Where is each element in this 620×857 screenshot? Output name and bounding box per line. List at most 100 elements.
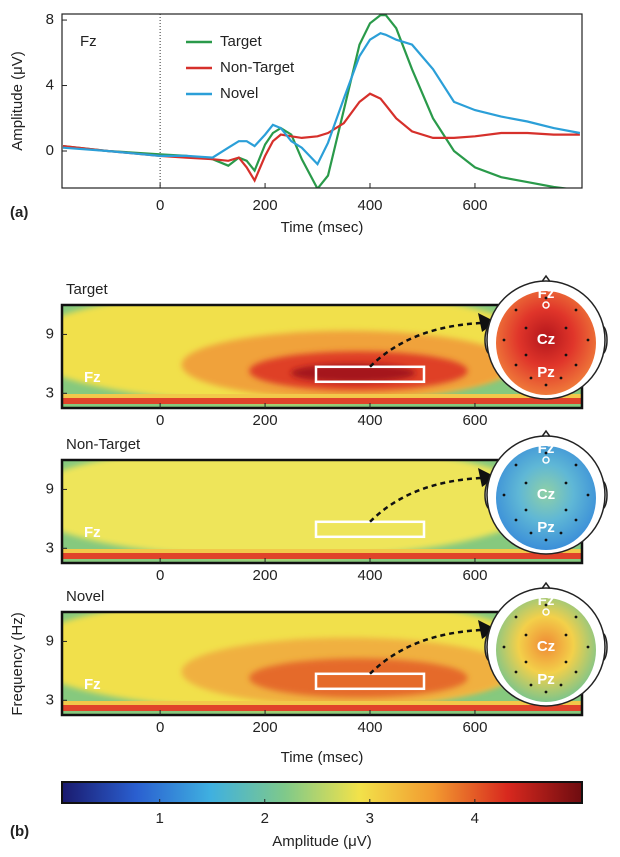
electrode-label: Pz — [537, 519, 555, 536]
x-axis-label: Time (msec) — [281, 749, 364, 766]
electrode — [529, 376, 533, 380]
electrode — [514, 670, 518, 674]
y-tick-label: 4 — [46, 77, 54, 94]
x-tick-label: 0 — [156, 197, 164, 214]
x-tick-label: 200 — [253, 412, 278, 429]
electrode — [564, 508, 568, 512]
plot-frame — [61, 13, 583, 189]
electrode-label: Cz — [537, 331, 555, 348]
panel-label: (b) — [10, 823, 29, 840]
electrode — [544, 383, 548, 387]
x-tick-label: 400 — [357, 719, 382, 736]
colorbar-tick-label: 4 — [471, 810, 479, 827]
annotation: Fz — [84, 369, 101, 386]
electrode — [544, 690, 548, 694]
electrode — [564, 633, 568, 637]
topo-map — [496, 598, 596, 702]
series-line — [62, 92, 580, 183]
electrode — [514, 615, 518, 619]
arrow — [369, 476, 483, 523]
electrode — [514, 463, 518, 467]
electrode — [544, 296, 548, 300]
electrode-label: Cz — [537, 486, 555, 503]
electrode — [524, 353, 528, 357]
electrode — [524, 481, 528, 485]
electrode — [574, 670, 578, 674]
electrode — [574, 615, 578, 619]
electrode — [524, 633, 528, 637]
colorbar-label: Amplitude (μV) — [272, 833, 372, 850]
electrode-label: Fz — [538, 592, 555, 609]
colorbar-tick-label: 1 — [156, 810, 164, 827]
electrode — [514, 308, 518, 312]
x-tick-label: 600 — [462, 567, 487, 584]
electrode — [574, 463, 578, 467]
y-tick-label: 3 — [46, 539, 54, 556]
heatmap-edge — [62, 549, 582, 554]
electrode-marker — [542, 456, 550, 464]
y-tick-label: 3 — [46, 384, 54, 401]
y-axis-label: Frequency (Hz) — [9, 612, 26, 715]
heatmap-edge — [62, 398, 582, 404]
plot-area — [62, 14, 582, 188]
x-tick-label: 200 — [253, 197, 278, 214]
electrode — [586, 338, 590, 342]
electrode-marker — [542, 608, 550, 616]
y-tick-label: 3 — [46, 691, 54, 708]
electrode — [559, 376, 563, 380]
heatmap-edge — [62, 701, 582, 706]
x-tick-label: 400 — [357, 567, 382, 584]
colorbar-tick-label: 2 — [261, 810, 269, 827]
heatmap-level — [249, 658, 468, 698]
electrode — [502, 338, 506, 342]
panel-title: Non-Target — [66, 436, 141, 453]
x-tick-label: 400 — [357, 412, 382, 429]
electrode — [529, 531, 533, 535]
electrode — [544, 451, 548, 455]
electrode — [574, 363, 578, 367]
electrode — [502, 493, 506, 497]
topo-map — [496, 446, 596, 550]
electrode — [574, 518, 578, 522]
electrode-label: Pz — [537, 364, 555, 381]
arrow-head — [478, 313, 496, 332]
legend-label: Target — [220, 33, 263, 50]
electrode — [524, 660, 528, 664]
electrode — [544, 538, 548, 542]
electrode — [564, 481, 568, 485]
electrode — [586, 493, 590, 497]
colorbar — [61, 781, 583, 804]
electrode — [559, 683, 563, 687]
electrode-label: Fz — [538, 440, 555, 457]
x-tick-label: 600 — [462, 197, 487, 214]
series-line — [62, 14, 571, 188]
electrode — [564, 353, 568, 357]
electrode — [574, 308, 578, 312]
panel-label: (a) — [10, 204, 28, 221]
y-tick-label: 8 — [46, 11, 54, 28]
electrode — [524, 508, 528, 512]
heatmap-edge — [62, 705, 582, 711]
x-tick-label: 600 — [462, 719, 487, 736]
x-tick-label: 0 — [156, 719, 164, 736]
heatmap-level — [62, 460, 541, 558]
y-axis-label: Amplitude (μV) — [9, 51, 26, 151]
electrode — [586, 645, 590, 649]
y-tick-label: 9 — [46, 632, 54, 649]
colorbar-tick-label: 3 — [366, 810, 374, 827]
electrode — [514, 363, 518, 367]
heatmap — [62, 612, 582, 715]
annotation: Fz — [80, 33, 97, 50]
electrode — [524, 326, 528, 330]
panel-title: Novel — [66, 588, 104, 605]
electrode — [564, 326, 568, 330]
electrode — [544, 603, 548, 607]
x-tick-label: 600 — [462, 412, 487, 429]
electrode — [502, 645, 506, 649]
electrode-label: Pz — [537, 671, 555, 688]
x-tick-label: 200 — [253, 719, 278, 736]
annotation: Fz — [84, 676, 101, 693]
x-tick-label: 0 — [156, 567, 164, 584]
series-line — [62, 32, 581, 166]
electrode-marker — [542, 301, 550, 309]
